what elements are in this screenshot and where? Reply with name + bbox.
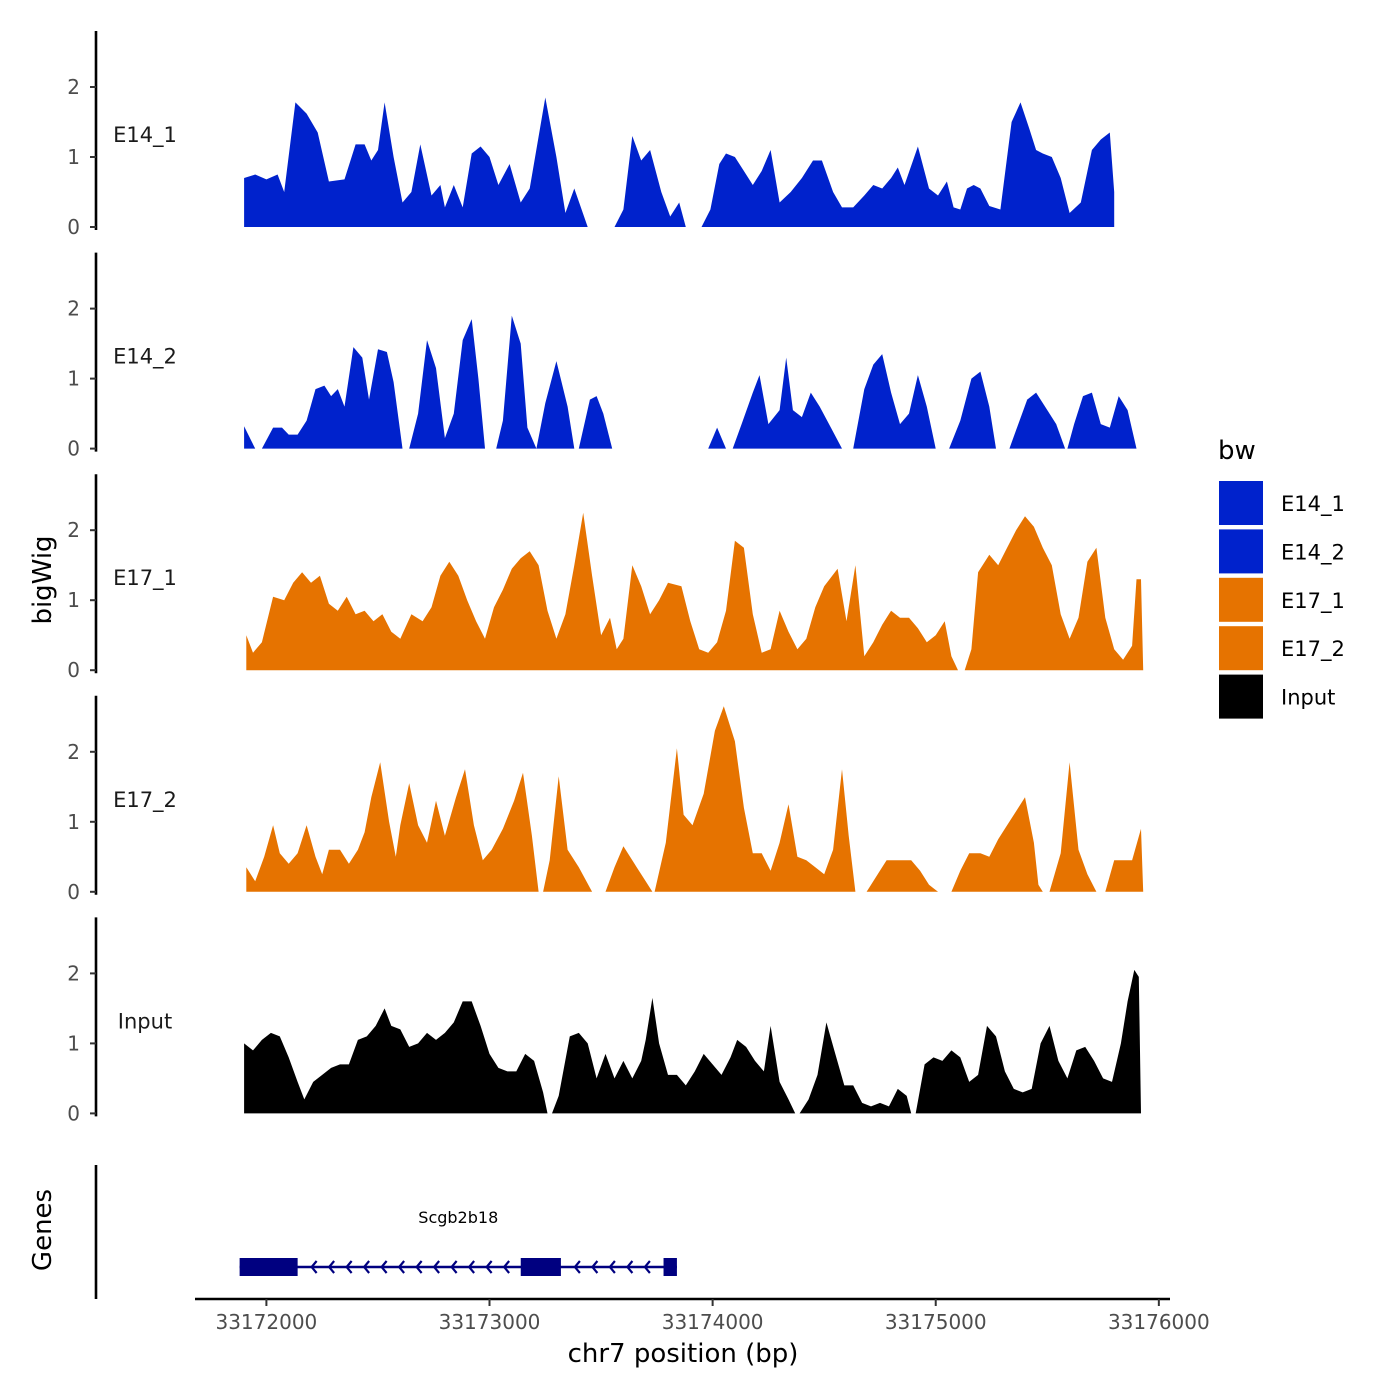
strand-chevron (327, 1260, 335, 1274)
signal-area (853, 354, 936, 449)
y-tick-label: 1 (67, 1031, 80, 1055)
track-label: E17_2 (113, 788, 177, 813)
signal-area (708, 427, 726, 449)
x-tick-label: 33172000 (215, 1310, 317, 1334)
x-axis-title: chr7 position (bp) (568, 1339, 799, 1369)
signal-area (915, 969, 1141, 1114)
signal-area (496, 315, 575, 449)
signal-area (261, 347, 403, 449)
x-axis: 33172000 33173000 33174000 33175000 33176000 (195, 1297, 1210, 1334)
legend-key (1219, 529, 1263, 574)
y-tick-label: 0 (67, 1101, 80, 1125)
y-tick-label: 0 (67, 215, 80, 239)
y-tick-label: 2 (67, 75, 80, 99)
legend: bw E14_1 E14_2 E17_1 E17_2 Input (1218, 436, 1345, 719)
y-tick-label: 0 (67, 658, 80, 682)
y-axis-title: bigWig (28, 535, 58, 624)
track-label: E17_1 (113, 566, 177, 591)
y-tick-label: 1 (67, 588, 80, 612)
strand-chevron (310, 1260, 318, 1274)
strand-chevron (432, 1260, 440, 1274)
strand-chevron (415, 1260, 423, 1274)
track-label: E14_2 (113, 345, 177, 370)
strand-chevron (467, 1260, 475, 1274)
y-tick-label: 0 (67, 437, 80, 461)
legend-label: E14_2 (1281, 540, 1345, 565)
strand-chevron (380, 1260, 388, 1274)
signal-area (1105, 828, 1144, 892)
track-label: E14_1 (113, 123, 177, 148)
genes-axis-title: Genes (28, 1189, 58, 1271)
strand-chevron (345, 1260, 353, 1274)
y-tick-label: 2 (67, 961, 80, 985)
legend-label: E14_1 (1281, 492, 1345, 517)
legend-label: Input (1281, 686, 1335, 710)
y-tick-label: 0 (67, 880, 80, 904)
signal-area (701, 102, 1115, 227)
gene-exon (663, 1258, 677, 1276)
gene-exon (239, 1258, 298, 1276)
signal-area (654, 706, 856, 892)
signal-area (964, 516, 1144, 671)
y-tick-label: 2 (67, 297, 80, 321)
strand-chevron (362, 1260, 370, 1274)
signal-tracks: 0 1 2 E14_1 0 1 2 E14_2 0 1 2 E17_1 0 1 2 E17_2 0 1 2 Input (67, 31, 1144, 1125)
y-tick-label: 2 (67, 518, 80, 542)
signal-area (799, 1022, 912, 1114)
track-label: Input (118, 1009, 172, 1033)
strand-chevron (625, 1260, 634, 1274)
signal-area (246, 762, 539, 892)
legend-key (1219, 481, 1263, 525)
signal-area (1049, 762, 1097, 892)
signal-area (246, 512, 959, 671)
x-tick-label: 33174000 (662, 1310, 764, 1334)
signal-area (732, 357, 842, 449)
y-tick-label: 2 (67, 740, 80, 764)
legend-key (1219, 577, 1263, 622)
x-tick-label: 33175000 (885, 1310, 987, 1334)
strand-chevron (450, 1260, 458, 1274)
signal-area (866, 860, 938, 892)
y-tick-label: 1 (67, 367, 80, 391)
signal-area (1009, 392, 1066, 449)
track-e14-1: 0 1 2 E14_1 (67, 31, 1115, 239)
signal-area (951, 797, 1043, 892)
signal-area (409, 319, 485, 449)
signal-area (1067, 392, 1137, 449)
track-e14-2: 0 1 2 E14_2 (67, 252, 1137, 461)
y-tick-label: 1 (67, 145, 80, 169)
signal-area (552, 997, 796, 1114)
strand-chevron (485, 1260, 493, 1274)
y-tick-label: 1 (67, 810, 80, 834)
strand-chevron (590, 1260, 599, 1274)
legend-label: E17_1 (1281, 589, 1345, 614)
legend-label: E17_2 (1281, 637, 1345, 662)
signal-area (244, 426, 256, 449)
legend-title: bw (1218, 436, 1256, 466)
gene-model: Scgb2b18 (239, 1208, 677, 1276)
legend-key (1219, 674, 1263, 719)
x-tick-label: 33176000 (1108, 1310, 1210, 1334)
strand-chevron (643, 1260, 651, 1274)
signal-area (244, 97, 588, 227)
signal-area (543, 776, 593, 892)
x-tick-label: 33173000 (439, 1310, 541, 1334)
signal-area (949, 371, 996, 449)
strand-chevron (608, 1260, 616, 1274)
genes-panel: Genes Scgb2b18 (28, 1165, 677, 1299)
signal-area (605, 846, 653, 892)
gene-exon (520, 1258, 561, 1276)
track-e17-2: 0 1 2 E17_2 (67, 695, 1144, 904)
signal-area (244, 1001, 548, 1114)
track-e17-1: 0 1 2 E17_1 (67, 474, 1144, 682)
signal-area (578, 396, 613, 449)
gene-name-label: Scgb2b18 (418, 1208, 498, 1227)
signal-area (614, 136, 686, 227)
strand-chevron (502, 1260, 510, 1274)
legend-key (1219, 626, 1263, 671)
strand-chevron (573, 1260, 581, 1274)
strand-chevron (397, 1260, 405, 1274)
track-input: 0 1 2 Input (67, 917, 1141, 1125)
